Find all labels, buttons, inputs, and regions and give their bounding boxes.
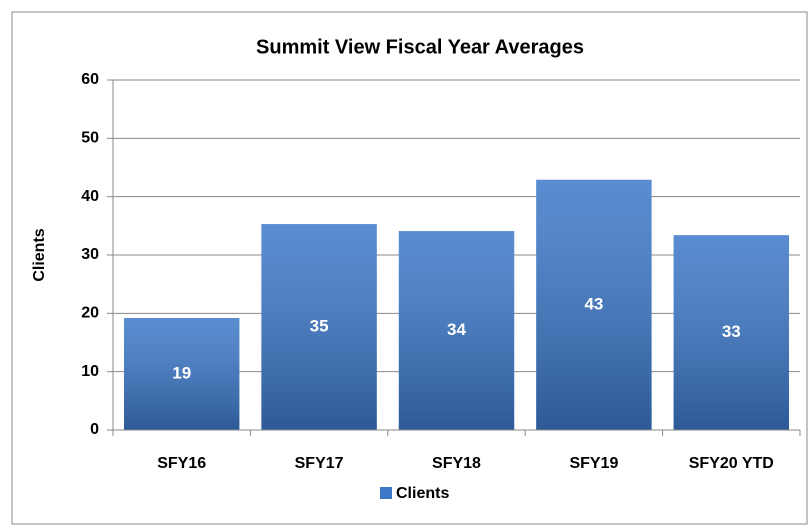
x-tick-label: SFY19: [569, 455, 618, 472]
legend-label: Clients: [396, 485, 449, 502]
y-tick-label: 0: [90, 421, 99, 438]
bar-shade: [673, 235, 790, 430]
y-tick-label: 60: [81, 71, 99, 88]
bar-shade: [261, 224, 377, 430]
value-label: 34: [447, 320, 466, 339]
y-tick-label: 30: [81, 246, 99, 263]
value-label: 33: [722, 322, 741, 341]
y-tick-label: 40: [81, 188, 99, 205]
value-label: 35: [310, 317, 329, 336]
x-tick-label: SFY18: [432, 455, 481, 472]
value-label: 43: [584, 294, 603, 313]
y-tick-label: 20: [81, 305, 99, 322]
x-tick-label: SFY16: [157, 455, 206, 472]
y-tick-label: 50: [81, 130, 99, 147]
x-tick-label: SFY20 YTD: [689, 455, 774, 472]
chart-title: Summit View Fiscal Year Averages: [256, 36, 584, 58]
y-tick-label: 10: [81, 363, 99, 380]
bar-shade: [536, 179, 652, 430]
x-tick-label: SFY17: [295, 455, 344, 472]
legend-swatch: [380, 487, 392, 499]
y-axis-label: Clients: [31, 228, 48, 281]
bar-shade: [123, 318, 240, 430]
bar-shade: [398, 231, 515, 430]
value-label: 19: [172, 363, 191, 382]
